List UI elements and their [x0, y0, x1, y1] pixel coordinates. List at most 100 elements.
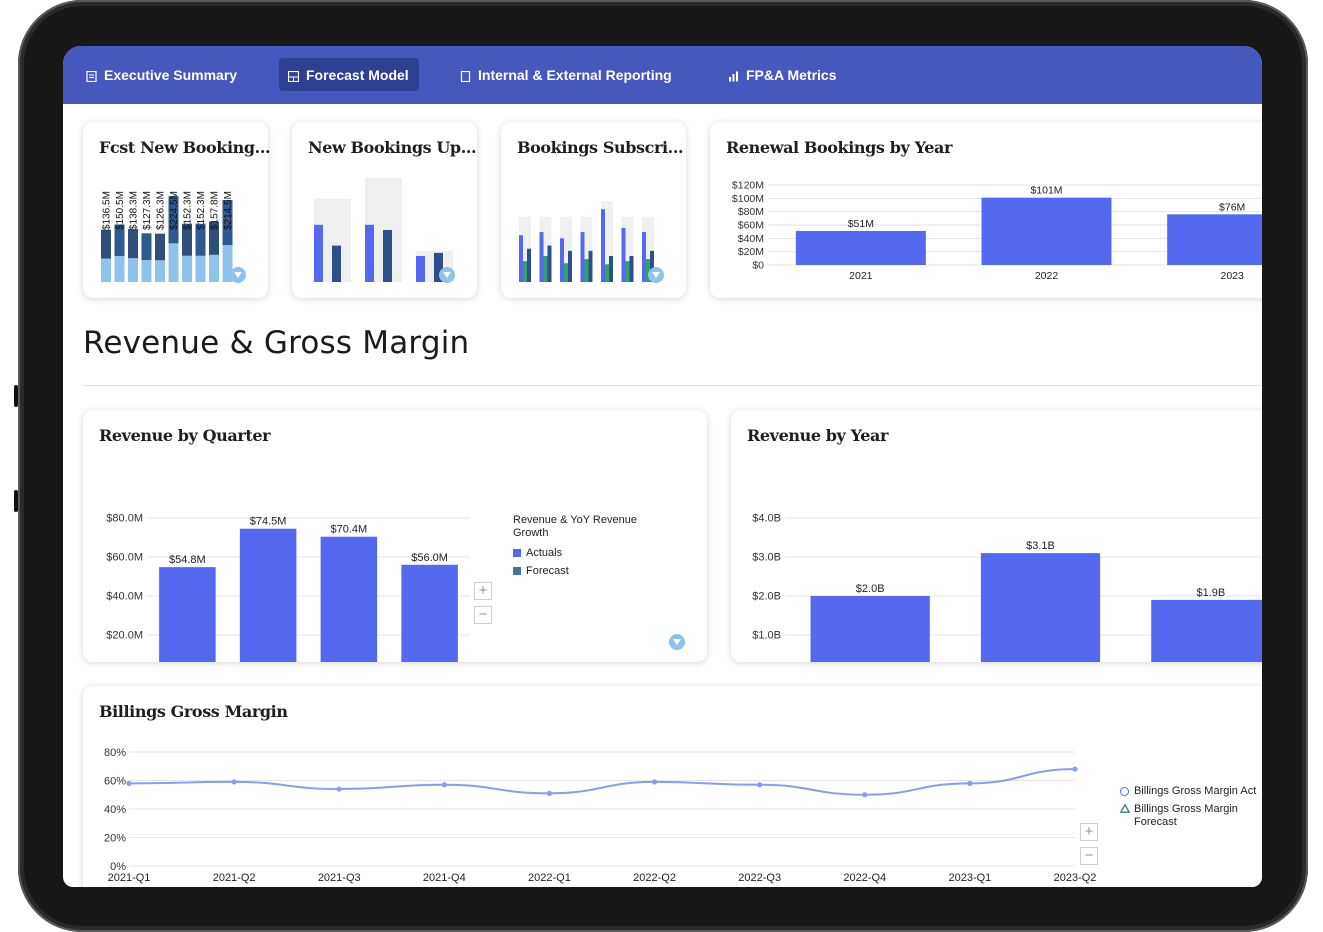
- data-point: [757, 782, 763, 788]
- fcst-new-bookings-card[interactable]: Fcst New Booking... $136.5M $150.5M $138.3…: [83, 122, 271, 298]
- tab-forecast-model[interactable]: Forecast Model: [279, 58, 419, 91]
- data-point: [651, 779, 658, 785]
- y-tick-label: 60%: [104, 776, 126, 788]
- legend-item-forecast[interactable]: Forecast: [513, 565, 569, 577]
- card-title: New Bookings Up...: [308, 138, 477, 157]
- data-point: [862, 792, 868, 798]
- x-tick-label: 2021-Q1: [108, 872, 151, 884]
- data-label: $127.3M: [142, 191, 153, 230]
- card-title: Renewal Bookings by Year: [726, 138, 952, 157]
- document-icon: [86, 69, 97, 83]
- y-tick-label: $20M: [738, 246, 764, 258]
- y-tick-label: $0: [752, 260, 764, 272]
- y-tick-label: $20.0M: [106, 630, 143, 642]
- bar-segment: [182, 255, 192, 282]
- bar-segment: [222, 245, 233, 282]
- renewal-bookings-chart: $0 $20M$40M$60M $80M$100M$120M $51M 2021 $101…: [732, 180, 1262, 282]
- zoom-in-button[interactable]: +: [1080, 823, 1098, 841]
- zoom-out-button[interactable]: −: [1080, 847, 1098, 865]
- bar: [588, 250, 593, 282]
- revenue-by-quarter-card[interactable]: Revenue by Quarter $0.0$20.0M$40.0M$60.0…: [83, 410, 707, 662]
- revenue-by-quarter-chart: $0.0$20.0M$40.0M$60.0M$80.0M$54.8M2021-Q…: [106, 513, 470, 662]
- y-tick-label: $1.0B: [752, 630, 781, 642]
- zoom-out-button[interactable]: −: [474, 606, 492, 624]
- x-tick-label: 2021-Q2: [213, 872, 256, 884]
- tab-internal-external-reporting[interactable]: Internal & External Reporting: [451, 58, 681, 91]
- bar-segment: [182, 223, 192, 256]
- x-tick-label: 2022-Q1: [528, 872, 571, 884]
- x-tick-label: 2021-Q4: [423, 872, 466, 884]
- legend-swatch: [513, 567, 521, 575]
- data-label: $157.8M: [210, 191, 221, 230]
- bar: [980, 553, 1101, 662]
- revenue-by-year-card[interactable]: Revenue by Year $0.0B$1.0B$2.0B$3.0B$4.0…: [731, 410, 1262, 662]
- bar-segment: [195, 255, 206, 282]
- bar: [416, 256, 425, 282]
- data-label: $74.5M: [250, 516, 287, 528]
- triangle-marker-icon: [1119, 803, 1131, 816]
- bar: [795, 231, 926, 265]
- filter-icon[interactable]: [230, 267, 246, 283]
- tab-executive-summary[interactable]: Executive Summary: [77, 58, 246, 91]
- section-divider: [83, 385, 1262, 386]
- bar: [621, 227, 626, 282]
- data-label: $51M: [848, 218, 874, 230]
- legend-item-actuals[interactable]: Actuals: [513, 547, 562, 559]
- x-tick-label: 2021: [849, 270, 873, 282]
- bar-segment: [155, 260, 165, 282]
- bar-segment: [209, 254, 219, 282]
- bar-chart-icon: [728, 69, 739, 82]
- data-label: $54.8M: [169, 554, 206, 566]
- data-point: [126, 780, 132, 786]
- dashboard-icon: [287, 69, 300, 83]
- data-point: [546, 790, 553, 796]
- zoom-in-button[interactable]: +: [474, 582, 492, 600]
- data-point: [1072, 766, 1078, 772]
- data-label: $2.0B: [856, 583, 885, 595]
- x-tick-label: 2022: [1035, 270, 1059, 282]
- bar: [625, 261, 630, 282]
- y-tick-label: $40M: [738, 233, 764, 245]
- filter-icon[interactable]: [648, 267, 664, 283]
- bar: [547, 245, 552, 282]
- bookings-subscriptions-card[interactable]: Bookings Subscri...: [501, 122, 686, 298]
- bar-segment: [128, 229, 138, 259]
- new-bookings-up-card[interactable]: New Bookings Up...: [292, 122, 477, 298]
- data-label: $56.0M: [411, 552, 448, 564]
- filter-icon[interactable]: [439, 267, 455, 283]
- bar: [332, 245, 341, 282]
- bar-segment: [155, 233, 165, 261]
- card-title: Bookings Subscri...: [517, 138, 684, 157]
- legend-item-actual[interactable]: Billings Gross Margin Act: [1120, 785, 1256, 797]
- bar: [365, 224, 374, 282]
- bar-segment: [114, 224, 125, 257]
- tab-label: Executive Summary: [104, 66, 238, 83]
- billings-gross-margin-card[interactable]: Billings Gross Margin 0% 20% 40% 60% 80% 2021…: [83, 686, 1262, 887]
- y-tick-label: $60.0M: [106, 552, 143, 564]
- bar: [605, 264, 609, 282]
- bar-segment: [195, 223, 206, 256]
- bar-segment: [141, 260, 152, 282]
- legend-item-forecast[interactable]: Billings Gross Margin Forecast: [1119, 803, 1245, 829]
- data-label: $150.5M: [115, 191, 126, 230]
- bar-segment: [168, 196, 179, 244]
- bar: [527, 248, 531, 282]
- bar-segment: [128, 258, 138, 282]
- bar: [523, 261, 527, 282]
- data-point: [336, 786, 342, 792]
- x-tick-label: 2023-Q1: [948, 872, 991, 884]
- bar-segment: [222, 199, 233, 246]
- bar: [580, 232, 585, 282]
- renewal-bookings-card[interactable]: Renewal Bookings by Year $0 $20M $40M $60M $…: [710, 122, 1262, 298]
- tab-fpa-metrics[interactable]: FP&A Metrics: [719, 58, 846, 91]
- data-label: $101M: [1030, 185, 1062, 197]
- fcst-new-bookings-chart: $136.5M $150.5M $138.3M $127.3M $126.3M $224.…: [101, 191, 234, 282]
- bar: [1151, 599, 1262, 662]
- y-tick-label: $80M: [738, 206, 764, 218]
- legend-label: Forecast: [526, 565, 569, 577]
- legend-label: Billings Gross Margin Act: [1134, 785, 1257, 797]
- data-point: [231, 779, 237, 785]
- data-label: $3.1B: [1026, 540, 1055, 552]
- legend-label: Actuals: [526, 547, 563, 559]
- filter-icon[interactable]: [669, 634, 685, 650]
